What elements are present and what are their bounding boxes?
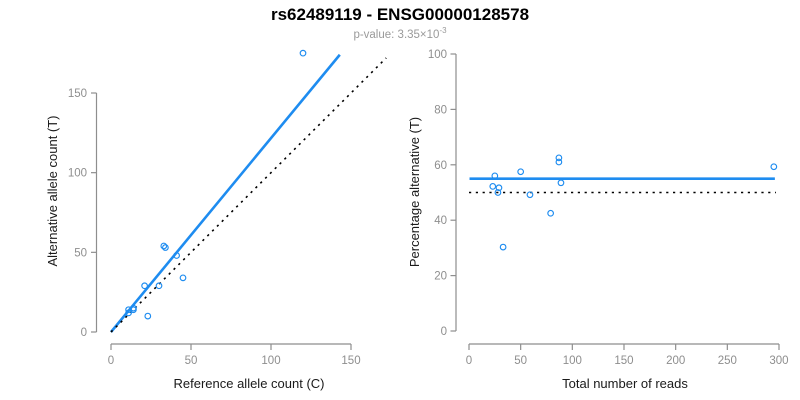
data-point — [526, 191, 534, 199]
data-point — [173, 252, 180, 259]
plot-title: rs62489119 - ENSG00000128578 — [270, 5, 530, 24]
y-axis-tick-label: 80 — [434, 104, 447, 116]
y-axis-tick-label: 50 — [74, 247, 87, 259]
identity-line — [110, 57, 387, 333]
x-axis-tick-label: 150 — [341, 355, 360, 367]
p-value-label: p-value: — [353, 28, 398, 41]
y-axis-tick-label: 0 — [441, 326, 447, 338]
x-axis-tick-label: 50 — [185, 355, 198, 367]
y-axis-tick-label: 60 — [434, 160, 447, 172]
y-axis-tick-label: 20 — [434, 271, 447, 283]
y-axis-tick-label: 0 — [81, 327, 87, 339]
data-point — [155, 282, 163, 290]
regression-line — [109, 53, 341, 333]
data-point — [547, 209, 555, 217]
x-axis-title: Total number of reads — [562, 376, 688, 391]
y-axis-tick-label: 150 — [68, 88, 87, 100]
x-axis-tick-label: 100 — [563, 355, 582, 367]
data-point — [489, 183, 497, 190]
p-value-exponent: -3 — [439, 26, 447, 35]
data-point — [179, 274, 187, 282]
x-axis-tick-label: 100 — [261, 355, 280, 367]
data-point — [555, 158, 563, 166]
data-point — [555, 154, 563, 162]
y-axis-tick-label: 40 — [434, 215, 447, 227]
x-axis-tick-label: 300 — [769, 355, 788, 367]
data-point — [495, 184, 503, 192]
data-point — [557, 179, 565, 187]
right-scatter-panel: 0 20 40 60 80 100 0 50 100 150 200 250 300 Total numb… — [407, 49, 789, 391]
x-axis-title: Reference allele count (C) — [173, 376, 324, 391]
x-axis-tick-label: 200 — [666, 355, 685, 367]
data-point — [125, 309, 132, 317]
data-point — [160, 242, 168, 250]
data-point — [162, 244, 169, 251]
y-axis-tick-label: 100 — [68, 168, 87, 180]
data-point — [299, 49, 307, 57]
y-axis-tick-label: 100 — [428, 49, 447, 61]
x-axis-tick-label: 250 — [718, 355, 737, 367]
x-axis-tick-label: 150 — [614, 355, 633, 367]
x-axis-tick-label: 0 — [108, 355, 114, 367]
x-axis-tick-label: 0 — [466, 355, 472, 367]
plot-subtitle: p-value: 3.35×10-3 — [0, 26, 800, 41]
y-axis-title: Percentage alternative (T) — [407, 117, 422, 267]
data-point — [491, 172, 499, 180]
y-axis-title: Alternative allele count (T) — [45, 115, 60, 266]
data-point — [494, 189, 502, 196]
data-point — [517, 168, 525, 176]
data-point — [499, 243, 507, 251]
left-scatter-panel: 0 50 100 150 0 50 100 150 Reference allele count… — [45, 49, 387, 391]
data-point — [770, 163, 778, 171]
p-value-mantissa: 3.35×10 — [397, 28, 440, 41]
data-point — [130, 304, 137, 312]
data-point — [141, 282, 148, 290]
data-point — [144, 312, 152, 320]
x-axis-tick-label: 50 — [514, 355, 527, 367]
